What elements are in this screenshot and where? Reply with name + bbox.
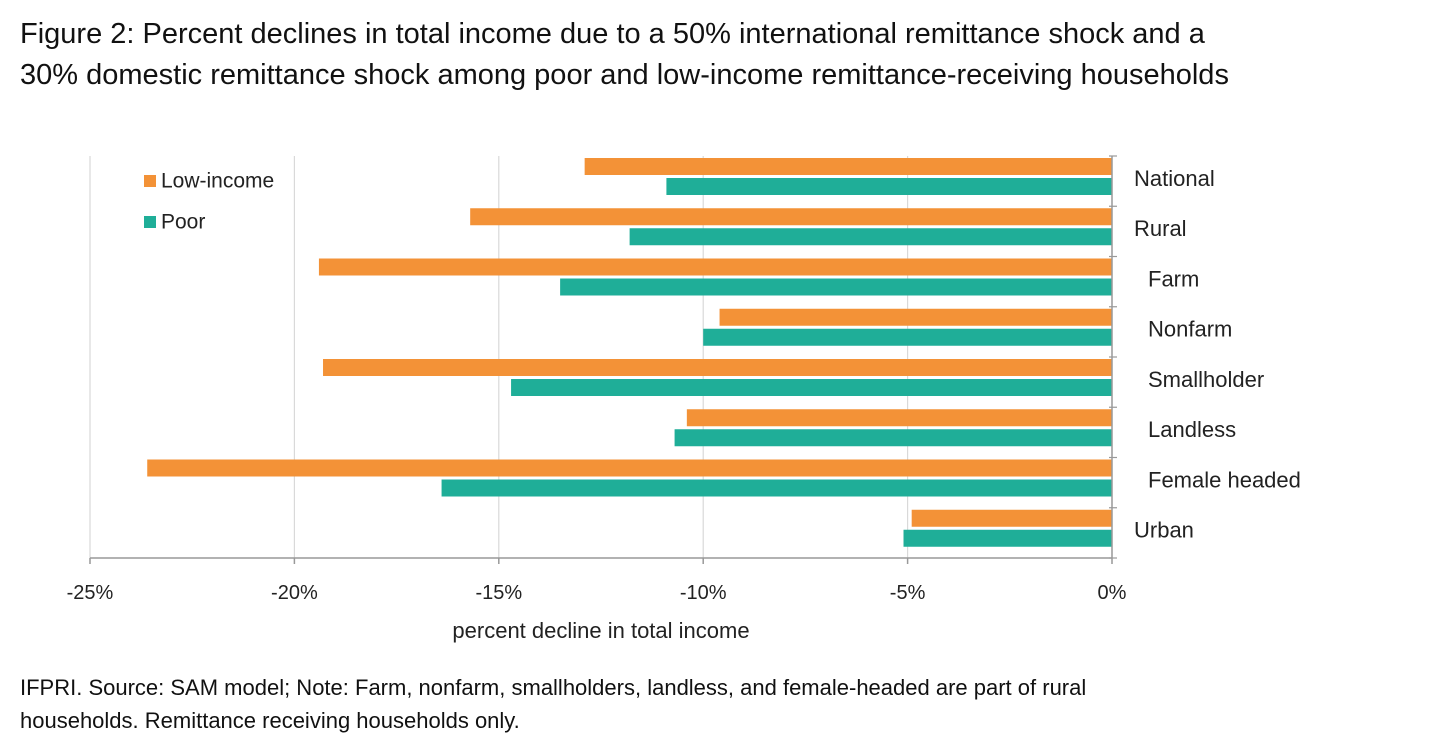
source-note-line-2: households. Remittance receiving househo… xyxy=(20,708,520,733)
bar-low-income-nonfarm xyxy=(719,308,1112,326)
x-tick-label-5: 0% xyxy=(1098,582,1127,604)
bar-low-income-smallholder xyxy=(323,359,1112,376)
figure-title: Figure 2: Percent declines in total inco… xyxy=(20,14,1420,96)
bar-poor-landless xyxy=(674,429,1112,447)
category-label-smallholder: Smallholder xyxy=(1148,367,1264,392)
x-tick-label-2: -15% xyxy=(475,582,522,604)
bar-poor-nonfarm xyxy=(703,328,1112,346)
bar-low-income-urban xyxy=(911,509,1112,527)
source-note-line-1: IFPRI. Source: SAM model; Note: Farm, no… xyxy=(20,675,1087,700)
figure-title-line-1: Figure 2: Percent declines in total inco… xyxy=(20,18,1205,50)
bar-poor-national xyxy=(666,178,1112,195)
x-tick-label-3: -10% xyxy=(680,582,727,604)
source-note: IFPRI. Source: SAM model; Note: Farm, no… xyxy=(20,671,1420,737)
bar-low-income-farm xyxy=(318,258,1113,276)
x-tick-label-4: -5% xyxy=(890,582,926,604)
x-axis-title: percent decline in total income xyxy=(452,618,749,643)
x-tick-label-1: -20% xyxy=(271,582,318,604)
bar-low-income-rural xyxy=(470,208,1113,226)
category-label-nonfarm: Nonfarm xyxy=(1148,317,1232,342)
bar-low-income-landless xyxy=(686,409,1112,427)
bar-low-income-female-headed xyxy=(147,459,1112,477)
bar-poor-rural xyxy=(629,228,1112,246)
bar-poor-urban xyxy=(903,529,1112,547)
category-label-landless: Landless xyxy=(1148,417,1236,442)
legend-label-poor: Poor xyxy=(161,211,205,234)
category-label-national: National xyxy=(1134,166,1215,191)
figure-title-line-2: 30% domestic remittance shock among poor… xyxy=(20,59,1229,91)
category-label-rural: Rural xyxy=(1134,216,1187,241)
legend-swatch-low-income xyxy=(144,175,156,187)
bar-poor-smallholder xyxy=(511,379,1113,396)
bar-low-income-national xyxy=(584,158,1112,175)
bar-poor-farm xyxy=(560,278,1112,296)
legend-swatch-poor xyxy=(144,216,156,228)
legend-label-low-income: Low-income xyxy=(161,170,274,193)
bar-poor-female-headed xyxy=(441,479,1112,497)
category-label-female-headed: Female headed xyxy=(1148,467,1301,492)
x-tick-label-0: -25% xyxy=(67,582,114,604)
category-label-urban: Urban xyxy=(1134,518,1194,543)
category-label-farm: Farm xyxy=(1148,266,1199,291)
